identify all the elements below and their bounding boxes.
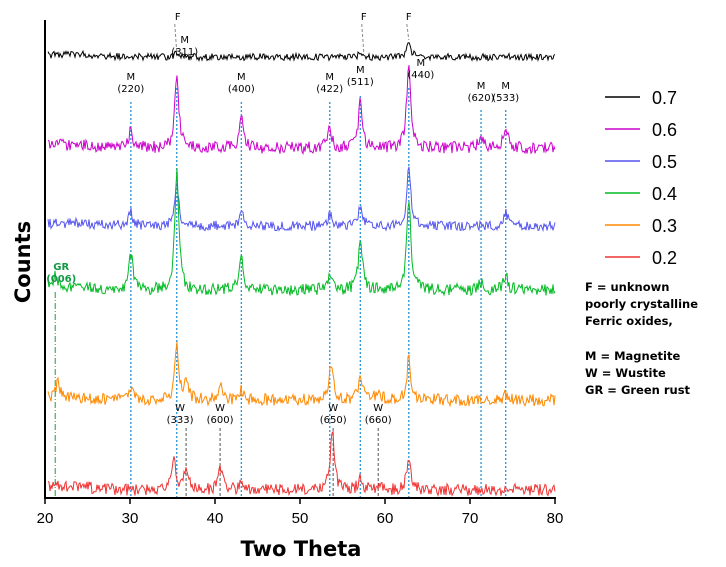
f-marker-line <box>406 23 410 41</box>
y-axis-title: Counts <box>11 221 35 303</box>
wustite-label: W <box>373 403 383 414</box>
x-tick-label: 60 <box>377 510 394 527</box>
magnetite-hkl-label: (511) <box>347 77 374 88</box>
legend-label: 0.5 <box>652 152 677 172</box>
wustite-hkl-label: (650) <box>320 415 347 426</box>
series-line-0.3 <box>47 341 556 408</box>
wustite-hkl-label: (600) <box>207 415 234 426</box>
wustite-hkl-label: (333) <box>167 415 194 426</box>
legend-label: 0.6 <box>652 120 677 140</box>
note-line: poorly crystalline <box>585 297 698 311</box>
series-line-0.4 <box>47 168 556 297</box>
note-line: GR = Green rust <box>585 383 691 397</box>
magnetite-hkl-label: (440) <box>407 70 434 81</box>
magnetite-hkl-label: (422) <box>316 84 343 95</box>
x-tick-label: 50 <box>292 510 309 527</box>
green-rust-hkl-label: (006) <box>46 274 76 285</box>
magnetite-label: M <box>237 72 246 83</box>
x-tick-label: 70 <box>462 510 479 527</box>
green-rust-label: GR <box>53 262 69 273</box>
series-line-0.7 <box>47 42 556 63</box>
wustite-label: W <box>175 403 185 414</box>
f-annotation-label: F <box>361 12 367 23</box>
legend-label: 0.7 <box>652 88 677 108</box>
peak-annotations: F F FM(220)M(311)M(400)M(422)M(511)M(440)M… <box>46 12 519 426</box>
x-tick-label: 30 <box>122 510 139 527</box>
magnetite-label: M <box>416 58 425 69</box>
wustite-label: W <box>328 403 338 414</box>
magnetite-hkl-label: (533) <box>492 93 519 104</box>
series-layer <box>47 42 556 497</box>
magnetite-label: M <box>501 81 510 92</box>
note-line: F = unknown <box>585 280 669 294</box>
note-line: Ferric oxides, <box>585 314 673 328</box>
series-line-0.6 <box>47 65 556 156</box>
legend-label: 0.3 <box>652 216 677 236</box>
note-line: W = Wustite <box>585 366 666 380</box>
x-tick-label: 20 <box>37 510 54 527</box>
f-annotation-label: F <box>175 12 181 23</box>
x-tick-label: 40 <box>207 510 224 527</box>
magnetite-label: M <box>325 72 334 83</box>
legend-label: 0.4 <box>652 184 677 204</box>
magnetite-label: M <box>356 65 365 76</box>
magnetite-hkl-label: (220) <box>117 84 144 95</box>
notes-block: F = unknown poorly crystalline Ferric oxid… <box>585 280 698 397</box>
wustite-hkl-label: (660) <box>365 415 392 426</box>
magnetite-hkl-label: (311) <box>171 47 198 58</box>
magnetite-label: M <box>477 81 486 92</box>
f-marker-line <box>361 23 365 53</box>
legend: 0.7 0.6 0.5 0.4 0.3 0.2 <box>605 88 677 268</box>
magnetite-label: M <box>180 35 189 46</box>
series-line-0.5 <box>47 166 556 233</box>
x-ticks: 20 30 40 50 60 70 80 <box>37 498 564 527</box>
magnetite-hkl-label: (620) <box>468 93 495 104</box>
wustite-label: W <box>215 403 225 414</box>
reference-lines <box>54 23 507 498</box>
legend-label: 0.2 <box>652 248 677 268</box>
series-line-0.2 <box>47 430 556 497</box>
note-line: M = Magnetite <box>585 349 680 363</box>
x-tick-label: 80 <box>547 510 564 527</box>
x-axis-title: Two Theta <box>241 537 362 561</box>
f-annotation-label: F <box>406 12 412 23</box>
magnetite-hkl-label: (400) <box>228 84 255 95</box>
magnetite-label: M <box>127 72 136 83</box>
